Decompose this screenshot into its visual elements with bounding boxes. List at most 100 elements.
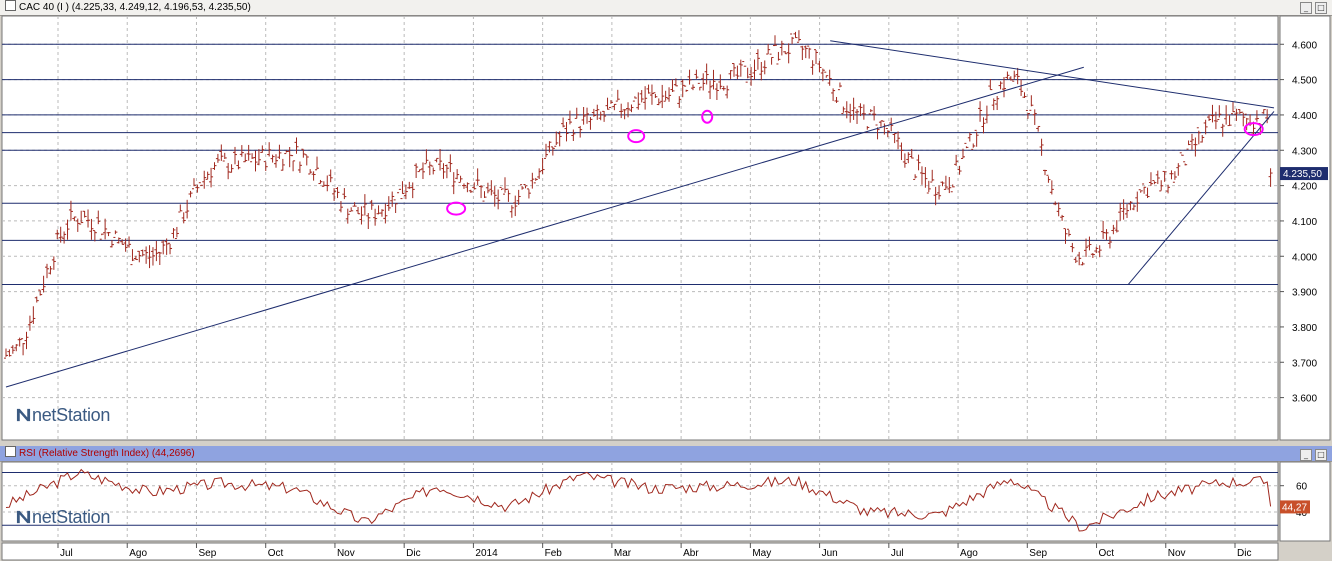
price-bar	[438, 148, 443, 171]
price-minimize-button[interactable]: _	[1300, 2, 1312, 14]
price-bar	[325, 175, 330, 192]
price-bar	[632, 96, 637, 102]
price-bar	[1224, 105, 1229, 125]
price-bar	[239, 145, 244, 157]
price-bar	[1097, 245, 1102, 258]
price-bar	[933, 186, 938, 206]
price-bar	[1049, 180, 1054, 195]
price-bar	[855, 109, 860, 124]
price-bar	[820, 68, 825, 82]
price-bar	[496, 189, 501, 210]
price-bar	[814, 49, 819, 65]
price-bar	[1220, 123, 1225, 137]
price-bar	[195, 184, 200, 193]
price-bar	[1046, 174, 1051, 183]
price-bar	[1090, 252, 1095, 258]
price-bar	[1159, 180, 1164, 192]
price-ytick-label: 3.900	[1292, 288, 1317, 299]
price-bar	[766, 43, 771, 55]
price-bar	[34, 296, 39, 303]
x-tick-label: Ago	[129, 548, 147, 559]
price-ytick-label: 4.400	[1292, 111, 1317, 122]
price-bar	[520, 184, 525, 190]
price-last-value-tag	[1280, 167, 1328, 181]
price-bar	[701, 73, 706, 91]
price-bar	[359, 206, 364, 225]
price-bar	[229, 164, 234, 173]
price-bar	[178, 204, 183, 213]
price-bar	[479, 185, 484, 199]
price-maximize-button[interactable]: □	[1315, 2, 1327, 14]
price-bar	[950, 184, 955, 193]
price-bar	[1111, 224, 1116, 235]
price-bar	[906, 152, 911, 164]
price-bar	[137, 250, 142, 263]
price-bar	[516, 189, 521, 205]
price-bar	[1104, 229, 1109, 241]
price-bar	[762, 60, 767, 75]
price-bar	[1125, 204, 1130, 219]
price-bar	[687, 69, 692, 85]
price-bar	[424, 149, 429, 165]
price-bar	[338, 201, 343, 213]
price-bar	[311, 171, 316, 181]
price-bar	[779, 40, 784, 56]
price-panel-title: CAC 40 (I ) (4.225,33, 4.249,12, 4.196,5…	[19, 2, 251, 13]
price-ytick-label: 3.800	[1292, 323, 1317, 334]
price-bar	[1012, 70, 1017, 82]
price-bar	[120, 239, 125, 245]
price-bar	[509, 205, 514, 218]
price-bar	[639, 90, 644, 103]
price-bar	[564, 122, 569, 142]
price-bar	[157, 251, 162, 266]
rsi-maximize-button[interactable]: □	[1315, 449, 1327, 461]
price-bar	[718, 74, 723, 90]
price-bar	[1084, 238, 1089, 257]
price-bar	[978, 101, 983, 122]
price-bar	[783, 51, 788, 55]
price-bar	[523, 183, 528, 189]
price-bar	[219, 144, 224, 161]
price-bar	[550, 146, 555, 156]
price-bar	[892, 133, 897, 144]
price-bar	[1207, 114, 1212, 121]
price-bar	[971, 143, 976, 150]
price-bar	[62, 231, 67, 244]
price-bar	[1179, 152, 1184, 156]
price-bar	[728, 70, 733, 79]
price-bar	[547, 141, 552, 153]
price-bar	[441, 163, 446, 179]
price-bar	[86, 209, 91, 228]
price-bar	[984, 105, 989, 124]
price-bar	[1227, 115, 1232, 127]
rsi-last-value-label: 44,27	[1282, 502, 1307, 513]
price-bar	[588, 117, 593, 130]
price-bar	[1166, 184, 1171, 194]
price-plot-background	[1, 15, 1279, 441]
price-bar	[834, 96, 839, 103]
price-bar	[769, 53, 774, 65]
price-bar	[444, 164, 449, 179]
price-bar	[270, 154, 275, 163]
price-bar	[1172, 171, 1177, 183]
price-bar	[45, 263, 50, 279]
price-bar	[721, 85, 726, 91]
price-bar	[1036, 125, 1041, 132]
price-bar	[232, 146, 237, 165]
rsi-minimize-button[interactable]: _	[1300, 449, 1312, 461]
price-bar	[1203, 119, 1208, 135]
price-ytick-label: 4.000	[1292, 252, 1317, 263]
price-bar	[677, 96, 682, 108]
x-tick-label: Nov	[337, 548, 355, 559]
price-bar	[1138, 189, 1143, 193]
price-axis-background	[1279, 15, 1331, 441]
price-bar	[861, 104, 866, 120]
price-bar	[602, 110, 607, 122]
price-bar	[1008, 76, 1013, 81]
price-bar	[1186, 140, 1191, 150]
price-bar	[708, 80, 713, 100]
price-bar	[482, 191, 487, 202]
rsi-panel-title: RSI (Relative Strength Index) (44,2696)	[19, 448, 195, 459]
price-bar	[598, 111, 603, 121]
price-bar	[902, 153, 907, 168]
